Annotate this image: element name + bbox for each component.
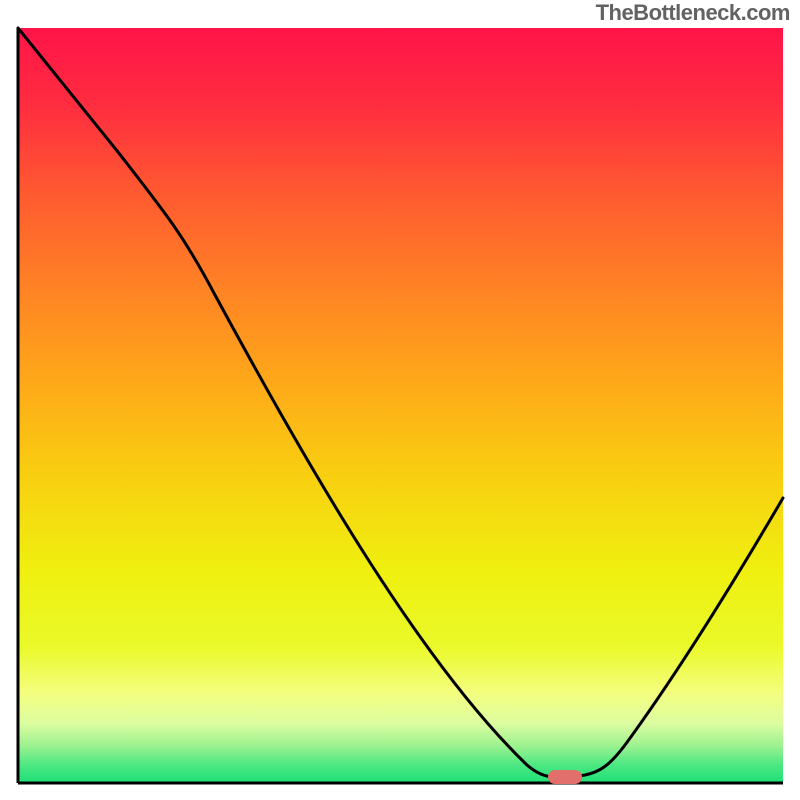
- sweet-spot-marker: [548, 770, 582, 784]
- chart-container: TheBottleneck.com: [0, 0, 800, 800]
- gradient-chart: [0, 0, 800, 800]
- plot-background: [18, 28, 783, 783]
